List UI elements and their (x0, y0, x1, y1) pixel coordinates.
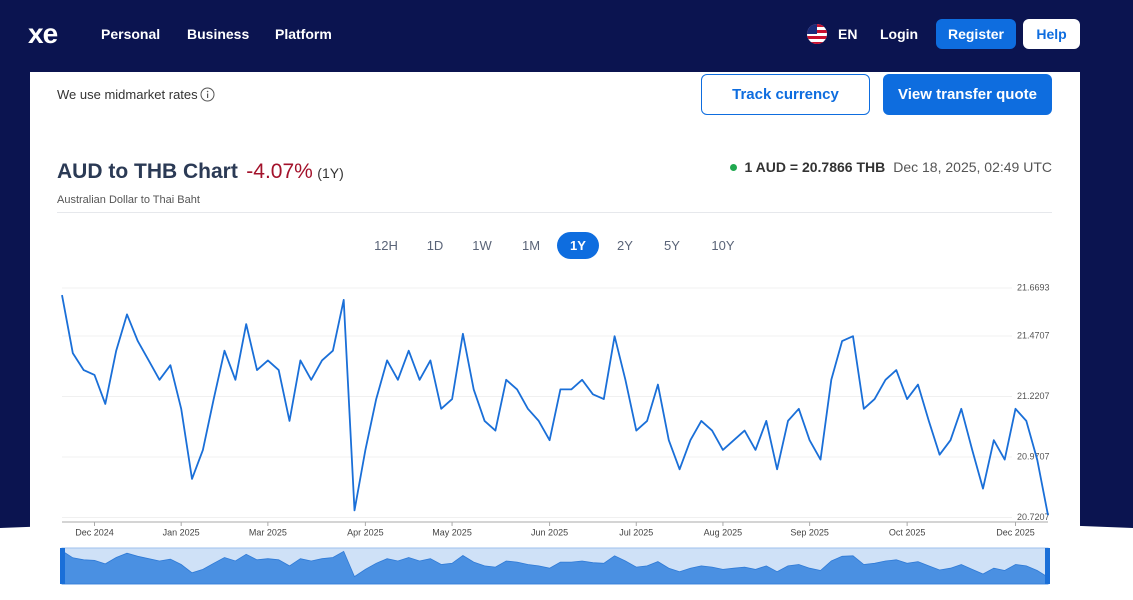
x-tick-label: Sep 2025 (790, 527, 829, 537)
rate-info: 1 AUD = 20.7866 THB Dec 18, 2025, 02:49 … (729, 158, 1052, 176)
nav-link[interactable]: Platform (275, 26, 332, 42)
x-tick-label: Oct 2025 (889, 527, 926, 537)
range-tab[interactable]: 1M (521, 238, 541, 253)
range-tab[interactable]: 1D (426, 238, 444, 253)
nav-link[interactable]: Personal (101, 26, 161, 42)
y-tick-label: 20.7207 (1017, 512, 1050, 522)
track-currency-button[interactable]: Track currency (701, 74, 870, 115)
x-tick-label: Dec 2025 (996, 527, 1035, 537)
range-tab-active[interactable]: 1Y (557, 232, 599, 259)
period: (1Y) (317, 165, 344, 181)
nav-link[interactable]: Business (187, 26, 250, 42)
login-link[interactable]: Login (880, 26, 919, 42)
rate-line (61, 294, 1049, 516)
range-tab[interactable]: 2Y (617, 238, 633, 253)
range-tab[interactable]: 10Y (711, 238, 735, 253)
y-tick-label: 21.4707 (1017, 330, 1050, 340)
x-tick-label: Jul 2025 (619, 527, 653, 537)
timestamp: Dec 18, 2025, 02:49 UTC (893, 159, 1052, 175)
rate-notice: We use midmarket rates (57, 87, 198, 102)
navigator-area (61, 550, 1049, 585)
range-tab[interactable]: 5Y (664, 238, 680, 253)
divider (57, 212, 1052, 213)
x-tick-label: Dec 2024 (75, 527, 114, 537)
info-icon[interactable] (200, 87, 215, 102)
x-tick-label: Apr 2025 (347, 527, 384, 537)
help-button[interactable]: Help (1023, 19, 1080, 49)
navigator-handle (1045, 548, 1050, 584)
rate: 1 AUD = 20.7866 THB (744, 159, 886, 175)
flag-icon[interactable] (806, 23, 828, 45)
y-tick-label: 21.6693 (1017, 282, 1050, 292)
register-button[interactable]: Register (936, 19, 1016, 49)
x-tick-label: Jan 2025 (163, 527, 200, 537)
language[interactable]: EN (838, 26, 858, 42)
x-tick-label: Jun 2025 (531, 527, 568, 537)
live-dot (729, 163, 737, 171)
x-tick-label: May 2025 (432, 527, 472, 537)
range-tab[interactable]: 1W (472, 238, 492, 253)
chart-title: AUD to THB Chart (57, 160, 238, 183)
change-percent: -4.07% (246, 160, 313, 183)
chart-subtitle: Australian Dollar to Thai Baht (57, 194, 200, 206)
x-tick-label: Mar 2025 (249, 527, 287, 537)
y-tick-label: 20.9707 (1017, 451, 1050, 461)
x-tick-label: Aug 2025 (704, 527, 743, 537)
y-tick-label: 21.2207 (1017, 391, 1050, 401)
chart-heading: AUD to THB Chart -4.07% (1Y) (57, 158, 344, 188)
logo[interactable]: xe (28, 18, 58, 49)
range-tab[interactable]: 12H (374, 238, 398, 253)
transfer-quote-button[interactable]: View transfer quote (883, 74, 1052, 115)
navigator-handle (60, 548, 65, 584)
